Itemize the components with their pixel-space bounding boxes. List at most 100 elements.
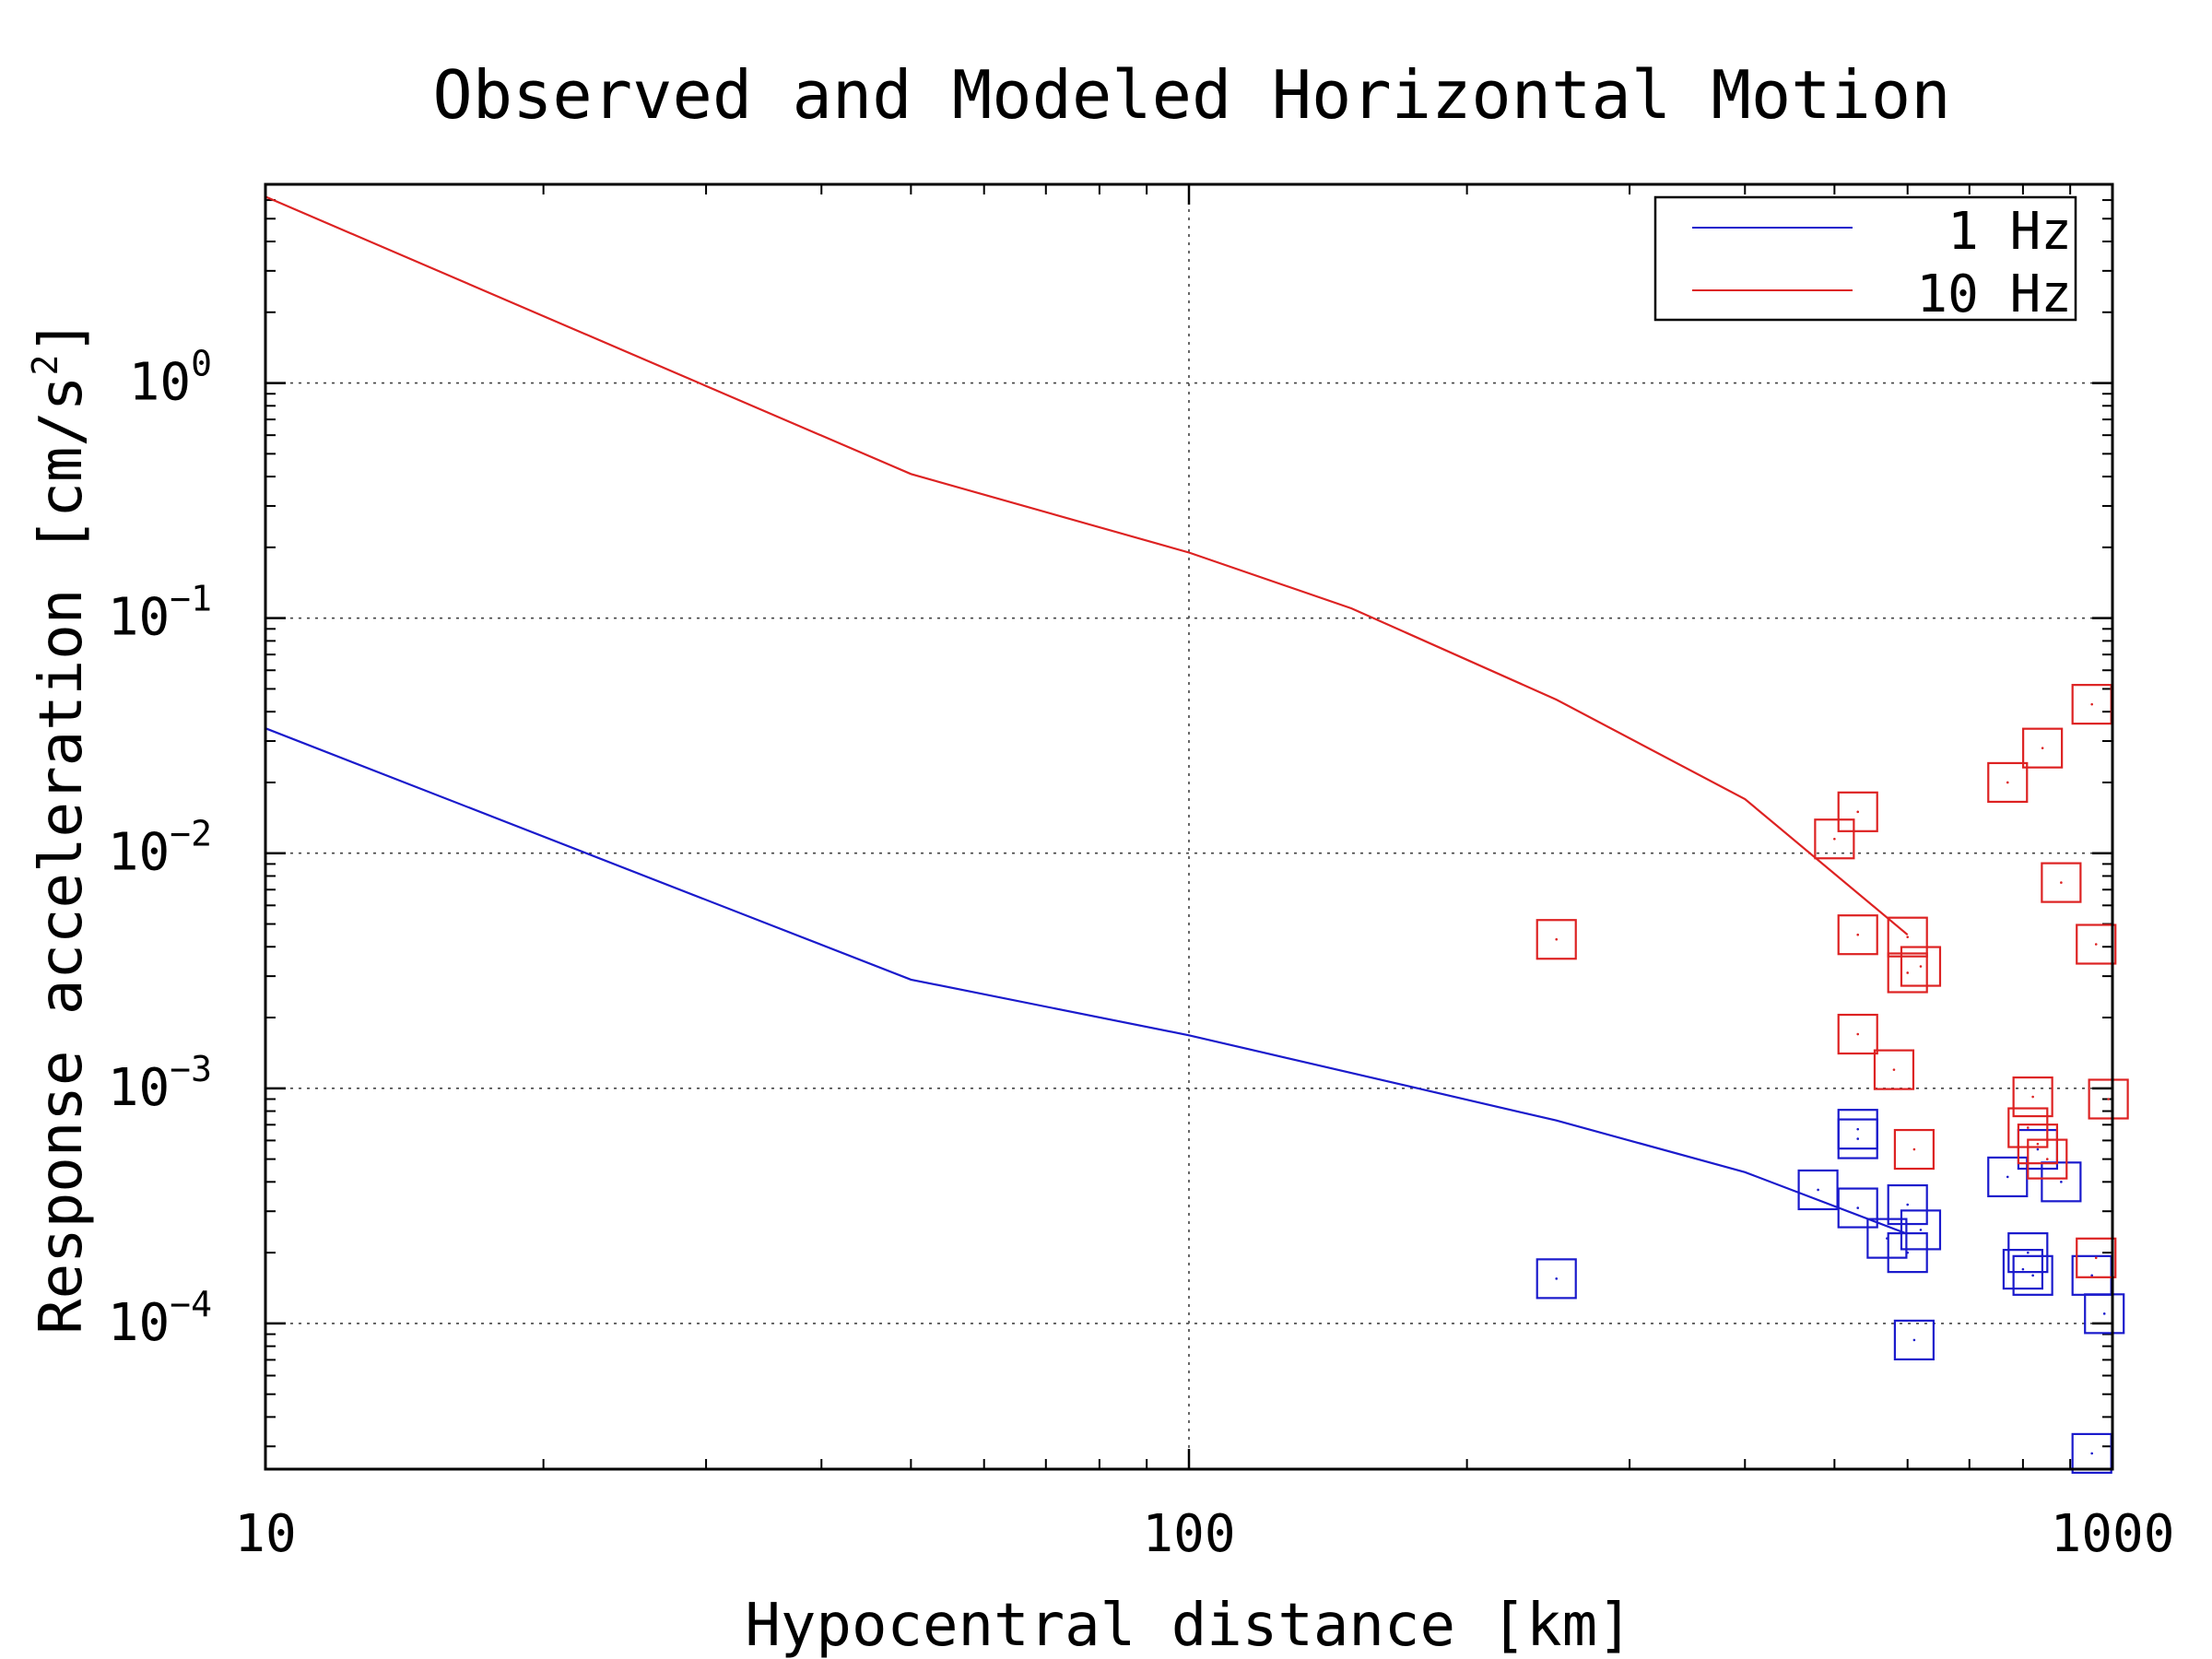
observed-point-center-1hz: [2027, 1251, 2030, 1254]
legend-box: [1653, 195, 2077, 322]
x-tick-label: 100: [1142, 1504, 1235, 1564]
observed-point-center-1hz: [2090, 1274, 2093, 1277]
observed-point-center-1hz: [1817, 1188, 1819, 1192]
observed-point-10hz: [1987, 761, 2029, 804]
observed-point-center-10hz: [2027, 1126, 2030, 1129]
observed-point-10hz: [1535, 919, 1577, 960]
observed-point-center-10hz: [1906, 971, 1910, 974]
observed-point-center-10hz: [1856, 1032, 1860, 1036]
observed-point-10hz: [1873, 1049, 1915, 1090]
observed-point-center-10hz: [2090, 702, 2093, 706]
observed-point-10hz: [2022, 727, 2064, 769]
y-axis-label: Response acceleration [cm/s2]: [25, 319, 96, 1335]
observed-point-center-10hz: [1856, 933, 1860, 936]
observed-point-10hz: [1837, 791, 1878, 832]
observed-point-center-10hz: [1856, 810, 1860, 814]
observed-point-10hz: [2027, 1138, 2068, 1180]
observed-point-10hz: [1837, 914, 1878, 956]
observed-point-center-1hz: [2102, 1312, 2106, 1315]
y-tick-label: 100: [129, 344, 212, 413]
observed-point-center-10hz: [2094, 1256, 2098, 1260]
observed-point-center-10hz: [1892, 1068, 1896, 1071]
observed-point-1hz: [2012, 1254, 2053, 1296]
y-tick-base: 10: [108, 823, 170, 883]
observed-point-10hz: [1837, 1013, 1878, 1055]
series-line-1hz: [265, 727, 1909, 1235]
plot-frame: [264, 182, 2114, 1471]
y-tick-base: 10: [108, 588, 170, 648]
y-axis-label-tail: ]: [28, 319, 96, 355]
y-tick-label: 10−3: [108, 1049, 212, 1118]
x-axis-label: Hypocentral distance [km]: [745, 1592, 1632, 1659]
observed-point-1hz: [1887, 1232, 1928, 1274]
observed-point-1hz: [2041, 1161, 2082, 1203]
observed-point-10hz: [2088, 1078, 2129, 1120]
observed-point-center-1hz: [2060, 1181, 2063, 1183]
series-layer: [265, 195, 2129, 1475]
observed-point-1hz: [1866, 1218, 1908, 1259]
legend-label-1hz: 1 Hz: [1947, 202, 2072, 262]
observed-point-1hz: [1837, 1187, 1878, 1229]
observed-point-center-10hz: [1555, 937, 1559, 941]
legend: 1 Hz 10 Hz: [1653, 195, 2077, 324]
y-tick-base: 10: [108, 1058, 170, 1118]
observed-point-1hz: [1837, 1118, 1878, 1159]
y-tick-label: 10−4: [108, 1284, 212, 1353]
observed-point-10hz: [1887, 916, 1928, 958]
y-tick-exponent: −2: [170, 814, 212, 854]
observed-point-1hz: [1797, 1169, 1839, 1211]
observed-point-center-1hz: [2036, 1147, 2040, 1151]
observed-point-center-10hz: [1919, 965, 1923, 968]
observed-point-center-10hz: [2107, 1098, 2110, 1100]
observed-point-center-10hz: [1833, 837, 1836, 841]
series-line-10hz: [265, 195, 1909, 936]
observed-point-10hz: [1893, 1128, 1936, 1171]
observed-point-center-10hz: [2045, 1158, 2049, 1160]
observed-point-1hz: [1893, 1319, 1936, 1361]
observed-point-center-10hz: [2041, 747, 2044, 749]
observed-point-10hz: [2012, 1076, 2053, 1118]
observed-point-center-10hz: [2031, 1095, 2034, 1099]
observed-point-center-1hz: [2006, 1175, 2009, 1179]
observed-point-1hz: [1535, 1258, 1577, 1300]
observed-point-center-1hz: [2090, 1452, 2093, 1455]
observed-point-1hz: [1887, 1183, 1928, 1226]
observed-point-center-1hz: [1906, 1251, 1910, 1254]
observed-point-center-1hz: [1555, 1277, 1559, 1280]
observed-point-10hz: [1900, 946, 1942, 987]
observed-point-10hz: [1814, 818, 1855, 860]
y-axis-label-sup: 2: [25, 355, 65, 376]
x-tick-labels: 10 100 1000: [234, 1504, 2174, 1564]
observed-point-1hz: [2002, 1249, 2043, 1290]
observed-point-1hz: [1900, 1209, 1942, 1251]
chart-title: Observed and Modeled Horizontal Motion: [432, 56, 1950, 134]
observed-point-center-1hz: [1919, 1229, 1923, 1231]
y-tick-base: 10: [129, 353, 191, 413]
y-tick-base: 10: [108, 1293, 170, 1353]
observed-point-center-1hz: [1856, 1137, 1860, 1140]
observed-point-1hz: [2084, 1293, 2125, 1335]
observed-point-center-10hz: [2060, 881, 2063, 884]
y-tick-exponent: 0: [191, 344, 212, 384]
observed-point-center-1hz: [1856, 1127, 1860, 1131]
observed-point-center-10hz: [1906, 935, 1910, 938]
observed-point-center-1hz: [2021, 1267, 2025, 1271]
y-axis-label-base: Response acceleration [cm/s: [28, 376, 96, 1335]
legend-label-10hz: 10 Hz: [1916, 265, 2072, 324]
y-tick-label: 10−1: [108, 579, 212, 648]
y-tick-exponent: −1: [170, 579, 212, 619]
observed-point-10hz: [2041, 862, 2082, 903]
observed-point-center-10hz: [2006, 781, 2009, 784]
observed-point-center-10hz: [2094, 943, 2098, 946]
observed-point-10hz: [2076, 924, 2117, 965]
observed-point-center-10hz: [1912, 1147, 1916, 1151]
y-tick-label: 10−2: [108, 814, 212, 883]
observed-point-center-1hz: [1912, 1338, 1916, 1342]
y-tick-exponent: −3: [170, 1049, 212, 1089]
grid-lines: [265, 184, 2112, 1469]
observed-point-center-1hz: [1856, 1206, 1860, 1209]
observed-point-10hz: [1887, 952, 1928, 994]
observed-point-center-1hz: [1906, 1203, 1910, 1206]
